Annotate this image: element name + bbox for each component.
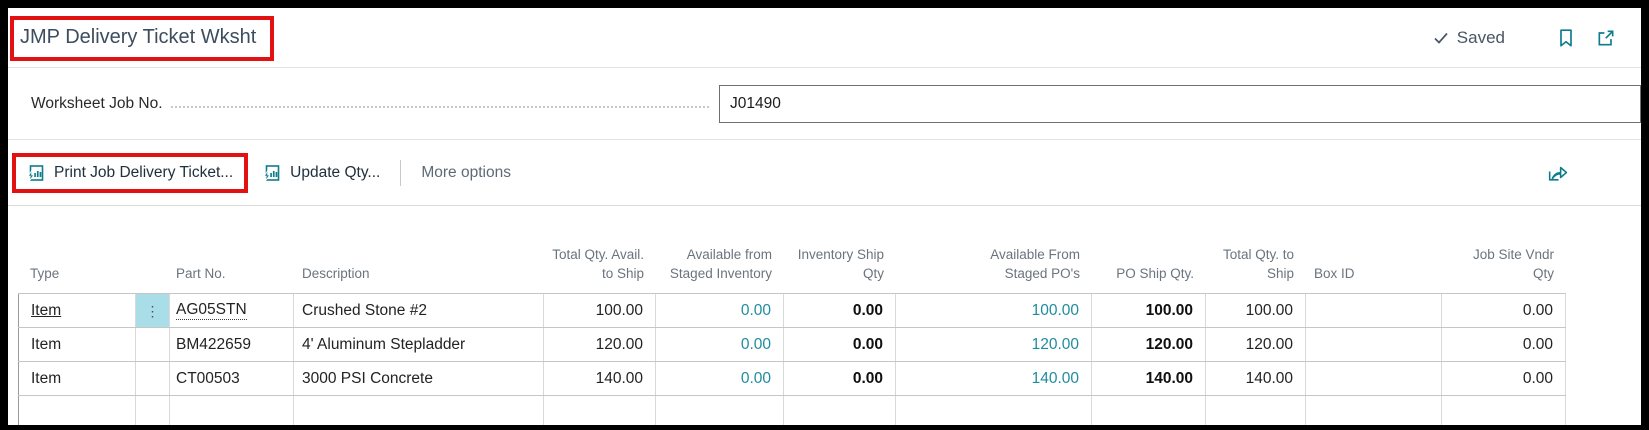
highlight-box-print-action: Print Job Delivery Ticket... — [12, 152, 249, 193]
column-header-po-ship-qty[interactable]: PO Ship Qty. — [1116, 266, 1194, 282]
report-icon — [27, 164, 44, 181]
cell-part-no[interactable]: CT00503 — [170, 362, 294, 395]
cell-type[interactable]: Item — [18, 294, 136, 327]
cell-inventory-ship-qty[interactable]: 0.00 — [784, 294, 896, 327]
cell-box-id[interactable] — [1306, 362, 1442, 395]
table-row-empty — [18, 395, 1566, 425]
cell-po-ship-qty[interactable]: 100.00 — [1092, 294, 1206, 327]
cell-available-staged-inventory[interactable]: 0.00 — [656, 328, 784, 361]
cell-available-staged-pos[interactable] — [896, 396, 1092, 425]
report-icon — [263, 164, 280, 181]
cell-part-no[interactable] — [170, 396, 294, 425]
column-header-available-staged-inventory[interactable]: Available from Staged Inventory — [669, 246, 772, 282]
column-header-description[interactable]: Description — [302, 266, 370, 282]
cell-job-site-vndr-qty[interactable]: 0.00 — [1442, 362, 1566, 395]
cell-description[interactable]: 4' Aluminum Stepladder — [294, 328, 544, 361]
cell-job-site-vndr-qty[interactable] — [1442, 396, 1566, 425]
column-header-total-qty-avail[interactable]: Total Qty. Avail. to Ship — [552, 246, 644, 282]
part-no-link[interactable]: AG05STN — [176, 301, 247, 320]
column-header-available-staged-pos[interactable]: Available From Staged PO's — [990, 246, 1080, 282]
cell-part-no[interactable]: BM422659 — [170, 328, 294, 361]
cell-inventory-ship-qty[interactable]: 0.00 — [784, 328, 896, 361]
share-button[interactable] — [1546, 162, 1569, 183]
cell-description[interactable] — [294, 396, 544, 425]
dotted-leader — [170, 105, 709, 108]
cell-box-id[interactable] — [1306, 328, 1442, 361]
cell-available-staged-pos[interactable]: 140.00 — [896, 362, 1092, 395]
column-header-inventory-ship-qty[interactable]: Inventory Ship Qty — [797, 246, 884, 282]
cell-job-site-vndr-qty[interactable]: 0.00 — [1442, 294, 1566, 327]
column-header-type[interactable]: Type — [30, 266, 60, 282]
open-in-new-window-button[interactable] — [1593, 25, 1619, 51]
cell-part-no[interactable]: AG05STN — [170, 294, 294, 327]
row-menu-button[interactable] — [136, 328, 170, 361]
ellipsis-icon: ⋮ — [145, 302, 160, 319]
cell-total-qty-to-ship[interactable]: 140.00 — [1206, 362, 1306, 395]
column-header-job-site-vndr-qty[interactable]: Job Site Vndr Qty — [1472, 246, 1554, 282]
cell-total-qty-avail[interactable]: 120.00 — [544, 328, 656, 361]
cell-total-qty-to-ship[interactable]: 100.00 — [1206, 294, 1306, 327]
page-title: JMP Delivery Ticket Wksht — [20, 26, 257, 48]
cell-available-staged-inventory[interactable] — [656, 396, 784, 425]
cell-po-ship-qty[interactable]: 120.00 — [1092, 328, 1206, 361]
type-link[interactable]: Item — [31, 301, 62, 319]
bookmark-button[interactable] — [1553, 25, 1579, 51]
cell-description[interactable]: Crushed Stone #2 — [294, 294, 544, 327]
status-area: Saved — [1432, 25, 1619, 51]
worksheet-job-no-input[interactable] — [719, 84, 1641, 123]
share-icon — [1548, 166, 1568, 181]
cell-available-staged-pos[interactable]: 120.00 — [896, 328, 1092, 361]
open-in-new-window-icon — [1598, 30, 1614, 45]
save-status-label: Saved — [1456, 27, 1505, 47]
worksheet-table: Type Part No. Description Total Qty. Ava… — [18, 206, 1641, 425]
worksheet-job-no-label: Worksheet Job No. — [31, 94, 163, 112]
cell-po-ship-qty[interactable] — [1092, 396, 1206, 425]
cell-type[interactable] — [18, 396, 136, 425]
action-bar: Print Job Delivery Ticket... Update Qty.… — [8, 140, 1641, 206]
action-divider — [400, 159, 402, 186]
cell-inventory-ship-qty[interactable]: 0.00 — [784, 362, 896, 395]
print-button-label: Print Job Delivery Ticket... — [54, 163, 234, 181]
row-menu-button[interactable] — [136, 362, 170, 395]
title-bar: JMP Delivery Ticket Wksht Saved — [8, 8, 1641, 68]
table-row: Item ⋮ AG05STN Crushed Stone #2 100.00 0… — [18, 293, 1566, 327]
cell-total-qty-avail[interactable] — [544, 396, 656, 425]
cell-available-staged-inventory[interactable]: 0.00 — [656, 294, 784, 327]
save-status: Saved — [1432, 28, 1505, 48]
print-job-delivery-ticket-button[interactable]: Print Job Delivery Ticket... — [27, 164, 233, 182]
worksheet-header: Worksheet Job No. — [8, 68, 1641, 140]
column-header-part-no[interactable]: Part No. — [176, 266, 226, 282]
cell-total-qty-avail[interactable]: 140.00 — [544, 362, 656, 395]
table-header-row: Type Part No. Description Total Qty. Ava… — [18, 206, 1566, 293]
update-qty-button-label: Update Qty... — [290, 163, 381, 181]
cell-type[interactable]: Item — [18, 362, 136, 395]
check-icon — [1434, 32, 1448, 44]
cell-box-id[interactable] — [1306, 294, 1442, 327]
cell-inventory-ship-qty[interactable] — [784, 396, 896, 425]
more-options-button[interactable]: More options — [421, 163, 511, 181]
highlight-box-title: JMP Delivery Ticket Wksht — [10, 16, 275, 61]
cell-available-staged-pos[interactable]: 100.00 — [896, 294, 1092, 327]
cell-type[interactable]: Item — [18, 328, 136, 361]
cell-total-qty-avail[interactable]: 100.00 — [544, 294, 656, 327]
table-row: Item CT00503 3000 PSI Concrete 140.00 0.… — [18, 361, 1566, 395]
update-qty-button[interactable]: Update Qty... — [263, 164, 380, 182]
cell-total-qty-to-ship[interactable]: 120.00 — [1206, 328, 1306, 361]
bookmark-icon — [1560, 28, 1572, 47]
row-menu-button[interactable]: ⋮ — [136, 294, 170, 327]
cell-description[interactable]: 3000 PSI Concrete — [294, 362, 544, 395]
cell-box-id[interactable] — [1306, 396, 1442, 425]
cell-job-site-vndr-qty[interactable]: 0.00 — [1442, 328, 1566, 361]
column-header-box-id[interactable]: Box ID — [1314, 266, 1355, 282]
cell-available-staged-inventory[interactable]: 0.00 — [656, 362, 784, 395]
cell-po-ship-qty[interactable]: 140.00 — [1092, 362, 1206, 395]
column-header-total-qty-to-ship[interactable]: Total Qty. to Ship — [1222, 246, 1294, 282]
cell-total-qty-to-ship[interactable] — [1206, 396, 1306, 425]
table-row: Item BM422659 4' Aluminum Stepladder 120… — [18, 327, 1566, 361]
row-menu-button[interactable] — [136, 396, 170, 425]
